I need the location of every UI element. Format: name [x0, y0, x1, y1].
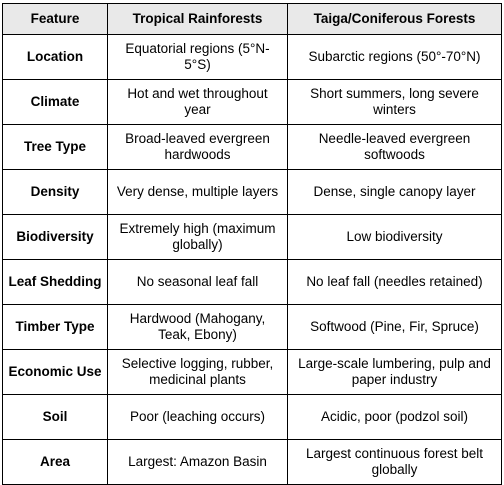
- taiga-cell: Softwood (Pine, Fir, Spruce): [287, 304, 502, 350]
- feature-cell: Timber Type: [2, 304, 108, 350]
- header-taiga: Taiga/Coniferous Forests: [287, 3, 502, 35]
- taiga-cell: Dense, single canopy layer: [287, 169, 502, 215]
- taiga-cell: Needle-leaved evergreen softwoods: [287, 124, 502, 170]
- header-feature: Feature: [2, 3, 108, 35]
- table-row: Leaf Shedding No seasonal leaf fall No l…: [2, 259, 502, 305]
- feature-cell: Biodiversity: [2, 214, 108, 260]
- header-tropical: Tropical Rainforests: [107, 3, 288, 35]
- table-row: Density Very dense, multiple layers Dens…: [2, 169, 502, 215]
- feature-cell: Leaf Shedding: [2, 259, 108, 305]
- feature-cell: Density: [2, 169, 108, 215]
- tropical-cell: Very dense, multiple layers: [107, 169, 288, 215]
- table-row: Soil Poor (leaching occurs) Acidic, poor…: [2, 394, 502, 440]
- table-row: Climate Hot and wet throughout year Shor…: [2, 79, 502, 125]
- table-row: Location Equatorial regions (5°N-5°S) Su…: [2, 34, 502, 80]
- tropical-cell: Poor (leaching occurs): [107, 394, 288, 440]
- taiga-cell: Large-scale lumbering, pulp and paper in…: [287, 349, 502, 395]
- taiga-cell: Acidic, poor (podzol soil): [287, 394, 502, 440]
- header-row: Feature Tropical Rainforests Taiga/Conif…: [2, 3, 502, 35]
- taiga-cell: Short summers, long severe winters: [287, 79, 502, 125]
- tropical-cell: Hot and wet throughout year: [107, 79, 288, 125]
- tropical-cell: Extremely high (maximum globally): [107, 214, 288, 260]
- taiga-cell: Largest continuous forest belt globally: [287, 439, 502, 485]
- table-row: Timber Type Hardwood (Mahogany, Teak, Eb…: [2, 304, 502, 350]
- taiga-cell: Subarctic regions (50°-70°N): [287, 34, 502, 80]
- taiga-cell: Low biodiversity: [287, 214, 502, 260]
- table-row: Area Largest: Amazon Basin Largest conti…: [2, 439, 502, 485]
- feature-cell: Tree Type: [2, 124, 108, 170]
- tropical-cell: Broad-leaved evergreen hardwoods: [107, 124, 288, 170]
- feature-cell: Economic Use: [2, 349, 108, 395]
- tropical-cell: Equatorial regions (5°N-5°S): [107, 34, 288, 80]
- feature-cell: Soil: [2, 394, 108, 440]
- tropical-cell: Hardwood (Mahogany, Teak, Ebony): [107, 304, 288, 350]
- feature-cell: Location: [2, 34, 108, 80]
- tropical-cell: Largest: Amazon Basin: [107, 439, 288, 485]
- table-row: Tree Type Broad-leaved evergreen hardwoo…: [2, 124, 502, 170]
- feature-cell: Climate: [2, 79, 108, 125]
- tropical-cell: No seasonal leaf fall: [107, 259, 288, 305]
- feature-cell: Area: [2, 439, 108, 485]
- forest-comparison-table: Feature Tropical Rainforests Taiga/Conif…: [2, 3, 502, 485]
- taiga-cell: No leaf fall (needles retained): [287, 259, 502, 305]
- tropical-cell: Selective logging, rubber, medicinal pla…: [107, 349, 288, 395]
- table-row: Economic Use Selective logging, rubber, …: [2, 349, 502, 395]
- table-row: Biodiversity Extremely high (maximum glo…: [2, 214, 502, 260]
